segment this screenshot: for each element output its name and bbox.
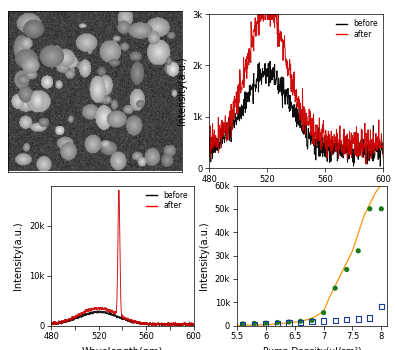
Point: [309, 319, 315, 324]
Point: [332, 285, 338, 291]
Point: [240, 321, 246, 327]
Legend: before, after: before, after: [334, 18, 379, 40]
Point: [297, 320, 304, 325]
Point: [332, 318, 338, 323]
X-axis label: Wavelength(nm): Wavelength(nm): [256, 189, 337, 200]
Point: [263, 321, 269, 327]
Point: [378, 206, 384, 212]
X-axis label: Pump Density(μJ/cm²): Pump Density(μJ/cm²): [263, 347, 361, 350]
Point: [309, 317, 315, 323]
Point: [297, 318, 304, 324]
Point: [355, 248, 361, 254]
Legend: before, after: before, after: [145, 189, 190, 212]
Point: [286, 319, 292, 325]
Point: [344, 317, 350, 323]
Point: [240, 322, 246, 327]
Point: [263, 320, 269, 326]
Point: [367, 315, 373, 321]
Point: [378, 304, 384, 310]
Point: [274, 320, 280, 325]
X-axis label: Wavelength(nm): Wavelength(nm): [82, 347, 163, 350]
Point: [320, 318, 327, 324]
Point: [355, 316, 361, 322]
Y-axis label: Intensity(a.u.): Intensity(a.u.): [177, 57, 186, 125]
Point: [344, 267, 350, 272]
Point: [251, 322, 258, 327]
Y-axis label: Intensity(a.u.): Intensity(a.u.): [13, 221, 23, 290]
Point: [274, 321, 280, 326]
Point: [286, 320, 292, 326]
Y-axis label: Intensity(a.u.): Intensity(a.u.): [199, 221, 209, 290]
Point: [367, 206, 373, 212]
Point: [320, 310, 327, 315]
Point: [251, 321, 258, 326]
